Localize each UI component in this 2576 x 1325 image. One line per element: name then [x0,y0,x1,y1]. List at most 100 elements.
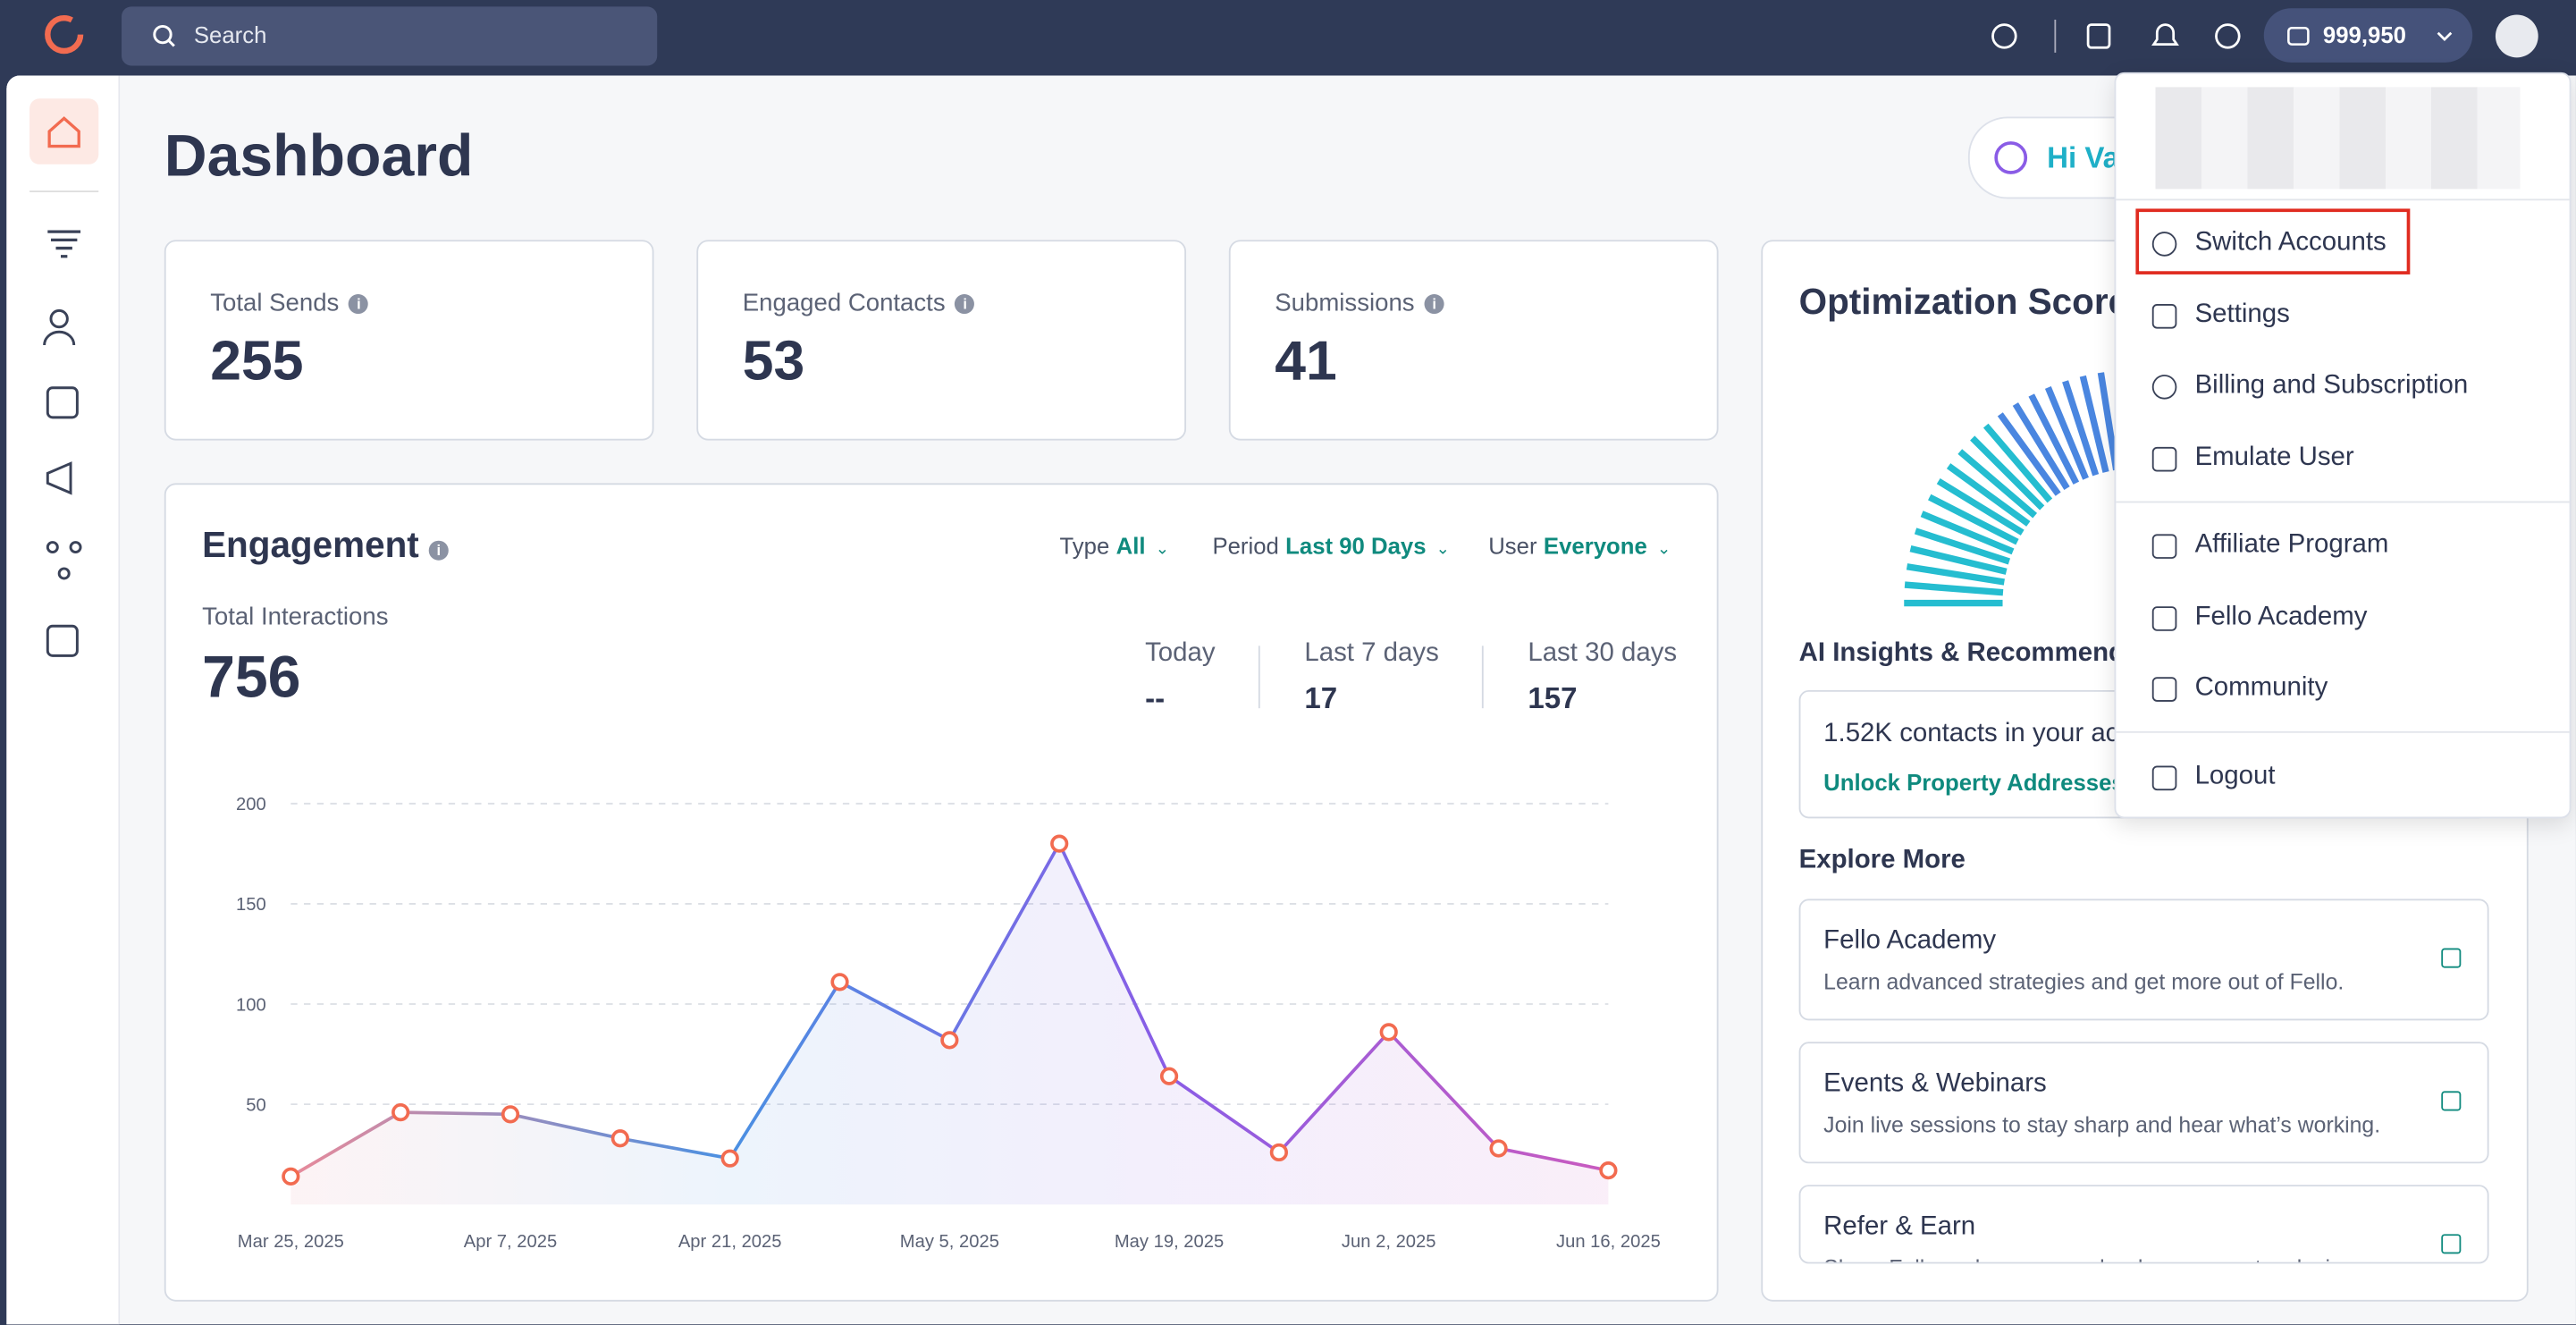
insight-link[interactable]: Unlock Property Addresses [1823,769,2125,796]
info-icon: i [955,294,975,315]
engagement-title: Engagement i [202,524,449,567]
greeting: Hi Va [2047,141,2120,174]
menu-item[interactable]: Switch Accounts [2194,228,2387,257]
x-tick-label: Mar 25, 2025 [238,1232,344,1252]
insight-text: 1.52K contacts in your ac [1823,720,2119,748]
info-icon: i [349,294,369,315]
menu-item[interactable]: Settings [2194,300,2290,329]
period-divider [1258,646,1260,709]
menu-item[interactable]: Logout [2194,762,2276,791]
menu-icon [2151,765,2177,791]
period-label: Last 30 days [1528,638,1678,668]
menu-icon [2151,232,2177,257]
menu-icon [2151,534,2177,559]
explore-text: Learn advanced strategies and get more o… [1823,969,2344,994]
menu-icon [2151,677,2177,702]
gauge-bar [2079,375,2109,473]
nav-home[interactable] [29,98,99,165]
toolbar-icons[interactable] [1984,15,2247,58]
filter[interactable]: User Everyone ⌄ [1488,533,1671,559]
blurred-account [2155,87,2521,190]
gauge-bar [1946,463,2031,527]
x-tick-label: Jun 16, 2025 [1556,1232,1661,1252]
filter-value: Everyone [1543,532,1647,559]
menu-item[interactable]: Fello Academy [2194,603,2368,631]
engagement-card: Engagement i Type All ⌄ Period Last 90 Days ⌄ U… [164,483,1719,1302]
chevron: ⌄ [1656,540,1671,559]
account-menu: Switch Accounts Settings Billing and Subsc… [2114,72,2572,819]
point [1379,1023,1398,1042]
explore-card[interactable]: Events & Webinars Join live sessions to s… [1798,1042,2489,1164]
point [830,973,849,992]
period-value: 17 [1304,681,1338,715]
filter-value: All [1115,532,1146,559]
stat-card: Submissions i 41 [1228,240,1719,441]
point [501,1105,520,1124]
avatar[interactable] [2495,14,2538,58]
external-icon [2441,1091,2462,1111]
highlight-box [2135,208,2411,274]
total-label: Total Interactions [202,603,389,631]
explore-text: Join live sessions to stay sharp and hea… [1823,1112,2381,1137]
gauge-bar [1914,527,2011,565]
point [1599,1161,1618,1180]
menu-item[interactable]: Affiliate Program [2194,530,2389,559]
stat-card: Engaged Contacts i 53 [696,240,1187,441]
point [1269,1143,1288,1162]
gauge-bar [1928,494,2019,545]
menu-item[interactable]: Community [2194,673,2328,702]
gauge-bar [2097,372,2120,471]
y-tick-label: 200 [236,795,266,814]
x-tick-label: Apr 7, 2025 [464,1232,557,1252]
chevron: ⌄ [1155,540,1169,559]
filter[interactable]: Period Last 90 Days ⌄ [1212,533,1450,559]
gauge-bar [1983,423,2053,503]
sidebar-divider [29,190,99,193]
search-icon [153,24,175,47]
gauge-bar [1920,511,2015,555]
gauge-bar [2044,386,2089,480]
gauge-bar [1936,478,2025,536]
menu-item[interactable]: Emulate User [2194,443,2354,472]
search-box[interactable]: Search [122,6,658,66]
stat-value: 255 [210,330,304,393]
filter[interactable]: Type All ⌄ [1060,533,1169,559]
point [1050,834,1069,853]
credits: 999,950 [2322,21,2406,48]
stat-label: Total Sends i [210,289,369,317]
menu-icon [2151,375,2177,400]
explore-title: Events & Webinars [1823,1069,2047,1098]
menu-icon [2151,446,2177,472]
menu-item[interactable]: Billing and Subscription [2194,371,2469,400]
credits-pill[interactable]: 999,950 [2263,8,2473,63]
explore-title: Explore More [1798,846,1966,874]
logo[interactable] [39,10,88,59]
page-title: Dashboard [164,122,474,190]
gauge-bar [2062,380,2100,477]
stat-value: 53 [742,330,805,393]
explore-title: Refer & Earn [1823,1212,1976,1241]
area [290,843,1609,1205]
gauge-bar [1997,412,2061,496]
gauge-bar [1906,563,2005,586]
info-icon: i [1424,294,1444,315]
y-tick-label: 150 [236,895,266,915]
stat-label-text: Total Sends [210,289,340,317]
x-tick-label: Apr 21, 2025 [678,1232,782,1252]
stat-label: Engaged Contacts i [743,289,975,317]
gauge-bar [1904,581,2004,596]
filter-label: Period [1212,532,1279,559]
stat-value: 41 [1275,330,1337,393]
nav-icons[interactable] [39,224,88,667]
gauge-bar [1970,435,2045,511]
panel-title: Optimization Score [1798,281,2129,323]
engagement-title-text: Engagement [202,524,419,566]
explore-card[interactable]: Fello Academy Learn advanced strategies a… [1798,899,2489,1021]
explore-card[interactable]: Refer & Earn Share Fello and earn rewards… [1798,1185,2489,1264]
period-value: -- [1145,681,1166,715]
external-icon [2441,948,2462,968]
point [940,1031,959,1050]
menu-icon [2151,304,2177,329]
coin-icon [2287,26,2310,46]
